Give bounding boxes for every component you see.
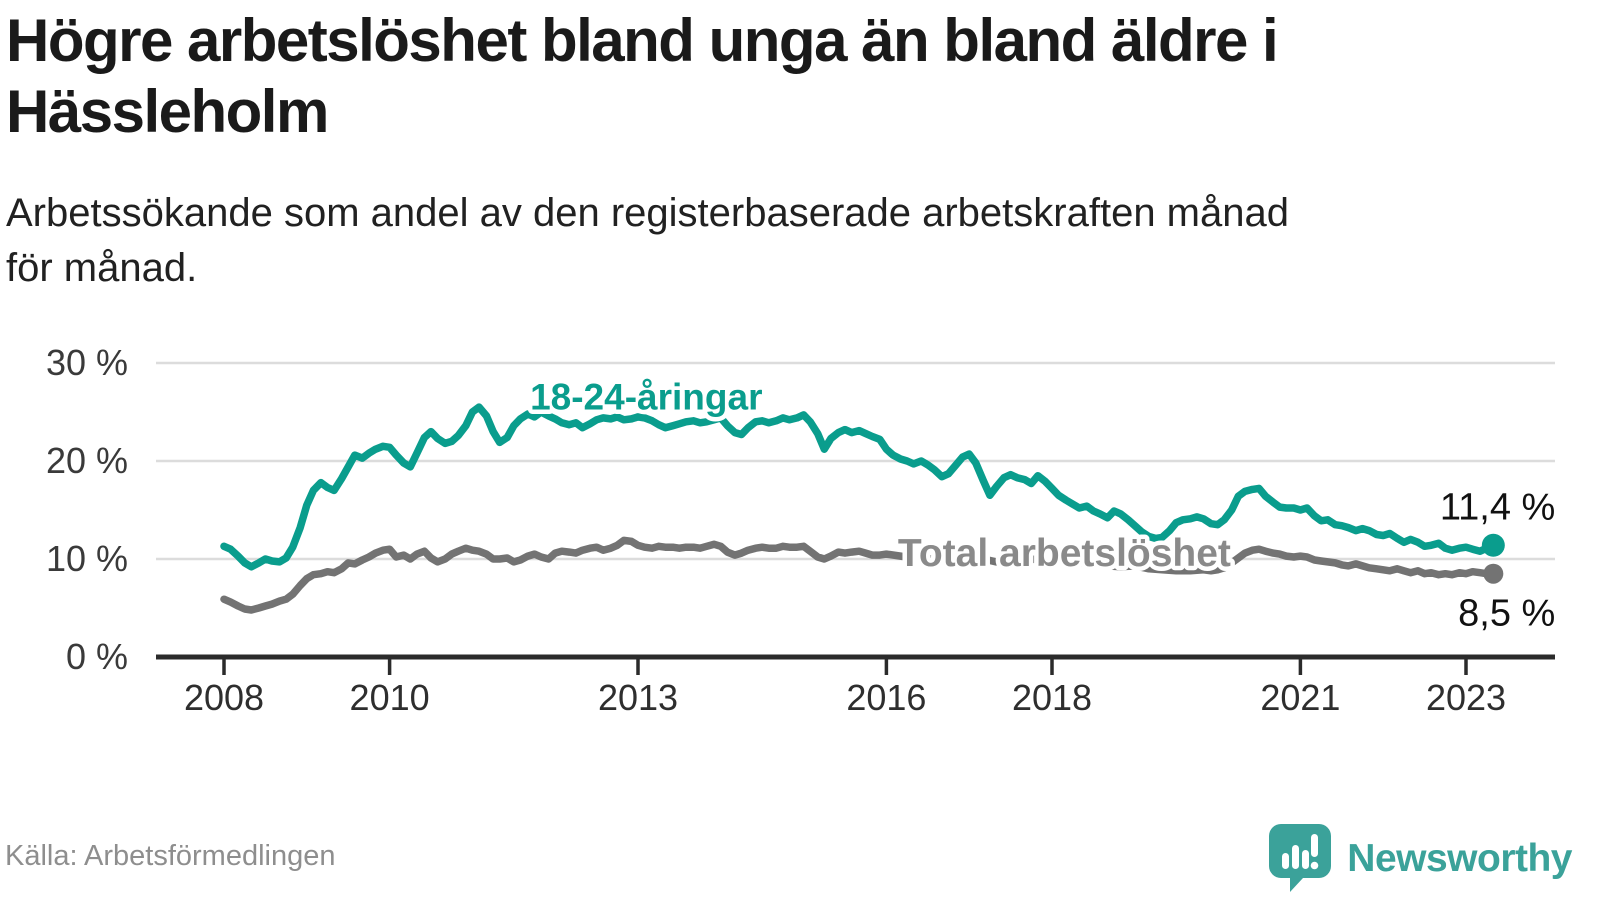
newsworthy-logo[interactable]: Newsworthy	[1267, 820, 1572, 898]
speech-bubble-shape	[1269, 824, 1332, 892]
x-tick-label-2023: 2023	[1426, 677, 1506, 718]
x-tick-label-2018: 2018	[1012, 677, 1092, 718]
subtitle-line-1: Arbetssökande som andel av den registerb…	[6, 191, 1289, 235]
chart-canvas: 2008 2010 2013 2016 2018 2021 2023 0 % 10 % 20 % 3…	[46, 342, 1555, 718]
x-tick-label-2010: 2010	[350, 677, 430, 718]
page-title: Högre arbetslöshet bland unga än bland ä…	[6, 6, 1586, 148]
newsworthy-logo-icon	[1269, 824, 1332, 892]
series-end-label-0: 11,4 %	[1440, 486, 1555, 528]
bar-chart-icon	[1282, 834, 1319, 870]
y-tick-label-0: 0 %	[66, 636, 128, 677]
series-label-0: 18-24-åringar	[530, 376, 762, 417]
series-line-0	[220, 403, 1498, 571]
series-end-dot-0	[1481, 533, 1505, 557]
chart-subtitle: Arbetssökande som andel av den registerb…	[6, 186, 1586, 296]
title-line-1: Högre arbetslöshet bland unga än bland ä…	[6, 7, 1279, 74]
source-note: Källa: Arbetsförmedlingen	[5, 840, 336, 872]
y-tick-label-20: 20 %	[46, 440, 128, 481]
newsworthy-logo-text: Newsworthy	[1347, 837, 1572, 880]
x-tick-label-2008: 2008	[184, 677, 264, 718]
title-line-2: Hässleholm	[6, 77, 329, 145]
subtitle-line-2: för månad.	[6, 246, 198, 291]
y-tick-label-30: 30 %	[46, 342, 128, 383]
x-tick-label-2013: 2013	[598, 677, 678, 718]
x-tick-label-2021: 2021	[1260, 677, 1340, 718]
series-end-dot-1	[1483, 563, 1504, 584]
x-tick-label-2016: 2016	[846, 677, 926, 718]
series-end-label-1: 8,5 %	[1458, 593, 1555, 635]
series-line-1	[220, 536, 1498, 614]
y-tick-label-10: 10 %	[46, 538, 128, 579]
line-chart: 2008 2010 2013 2016 2018 2021 2023 0 % 10 % 20 % 3…	[0, 330, 1600, 730]
series-label-1: Total arbetslöshet	[898, 532, 1231, 575]
